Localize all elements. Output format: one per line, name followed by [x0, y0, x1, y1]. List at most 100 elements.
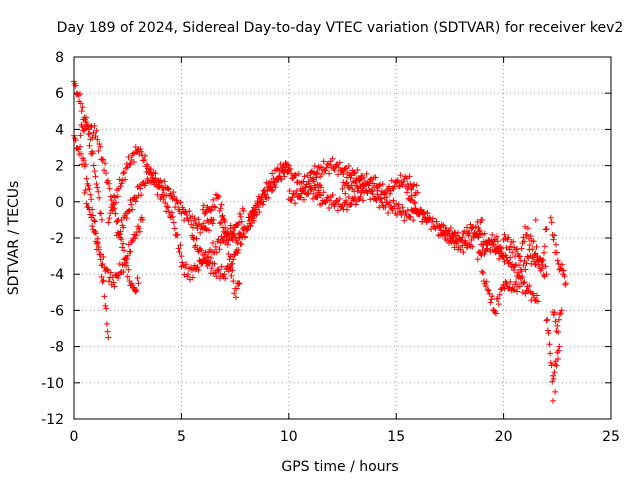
data-point [411, 181, 418, 188]
data-point [386, 190, 393, 197]
data-point [163, 192, 170, 199]
data-point [530, 254, 537, 261]
data-point [336, 159, 343, 166]
data-point [487, 299, 494, 306]
data-point [137, 185, 144, 192]
data-point [381, 194, 388, 201]
data-point [189, 274, 196, 281]
data-point [174, 231, 181, 238]
data-point [100, 156, 107, 163]
data-point [394, 178, 401, 185]
data-point [426, 214, 433, 221]
data-point [507, 279, 514, 286]
data-point [182, 264, 189, 271]
data-point [91, 217, 98, 224]
data-point [318, 171, 325, 178]
data-point [336, 195, 343, 202]
data-point [152, 170, 159, 177]
data-point [116, 176, 123, 183]
data-point [510, 286, 517, 293]
data-point [74, 145, 81, 152]
x-tick-label: 25 [602, 429, 620, 445]
data-point [86, 206, 93, 213]
data-point [561, 273, 568, 280]
data-point [77, 90, 84, 97]
data-point [534, 298, 541, 305]
data-point [397, 172, 404, 179]
data-point [320, 158, 327, 165]
data-point [314, 169, 321, 176]
data-point [137, 146, 144, 153]
data-point [214, 192, 221, 199]
data-point [197, 229, 204, 236]
data-point [109, 207, 116, 214]
data-point [194, 264, 201, 271]
data-point [165, 186, 172, 193]
data-point [173, 197, 180, 204]
data-point [132, 235, 139, 242]
data-point [496, 291, 503, 298]
data-point [194, 225, 201, 232]
data-point [487, 246, 494, 253]
data-point [230, 230, 237, 237]
data-point [532, 216, 539, 223]
data-point [87, 191, 94, 198]
data-point [389, 206, 396, 213]
data-point [249, 219, 256, 226]
data-point [398, 211, 405, 218]
data-point [165, 208, 172, 215]
data-point [469, 243, 476, 250]
data-point [86, 142, 93, 149]
data-point [177, 199, 184, 206]
data-point [121, 247, 128, 254]
data-point [489, 293, 496, 300]
data-point [210, 216, 217, 223]
data-point [248, 213, 255, 220]
series-arc-18 [479, 268, 541, 317]
data-point [551, 232, 558, 239]
data-point [440, 222, 447, 229]
data-point [523, 232, 530, 239]
data-point [529, 246, 536, 253]
data-point [132, 198, 139, 205]
data-point [509, 249, 516, 256]
data-point [363, 170, 370, 177]
series-arc-20 [543, 316, 563, 385]
data-point [544, 316, 551, 323]
data-point [206, 227, 213, 234]
data-point [331, 203, 338, 210]
data-point [77, 143, 84, 150]
data-point [476, 227, 483, 234]
data-point [295, 170, 302, 177]
data-point [526, 242, 533, 249]
data-point [483, 278, 490, 285]
data-point [269, 170, 276, 177]
data-point [174, 200, 181, 207]
data-point [193, 222, 200, 229]
data-point [210, 196, 217, 203]
data-point [540, 249, 547, 256]
data-point [211, 203, 218, 210]
data-point [161, 178, 168, 185]
data-point [141, 157, 148, 164]
data-point [299, 188, 306, 195]
data-point [209, 239, 216, 246]
data-point [144, 161, 151, 168]
axis-ticks: 0 5 10 15 20 25 -12 -10 -8 -6 -4 -2 0 2 4 6 8 [41, 50, 620, 445]
data-point [228, 272, 235, 279]
data-point [147, 171, 154, 178]
data-point [216, 246, 223, 253]
data-point [498, 249, 505, 256]
data-point [555, 356, 562, 363]
data-point [115, 274, 122, 281]
data-point [133, 287, 140, 294]
data-point [212, 204, 219, 211]
data-point [236, 210, 243, 217]
data-point [494, 295, 501, 302]
data-point [125, 154, 132, 161]
data-point [473, 230, 480, 237]
data-point [526, 282, 533, 289]
data-point [436, 223, 443, 230]
x-tick-label: 10 [280, 429, 298, 445]
data-point [386, 183, 393, 190]
